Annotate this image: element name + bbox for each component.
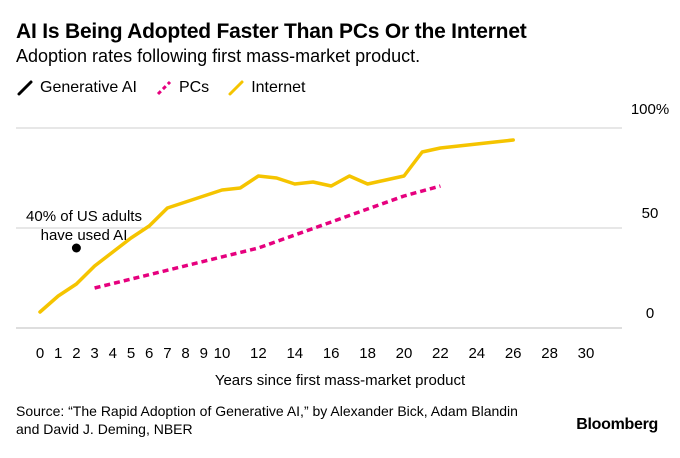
y-tick-label: 50 bbox=[642, 205, 659, 222]
x-tick-label: 18 bbox=[359, 345, 376, 362]
chart-subtitle: Adoption rates following first mass-mark… bbox=[16, 46, 421, 66]
data-point-generative-ai bbox=[71, 243, 81, 253]
legend-item-generative-ai: Generative AI bbox=[16, 79, 137, 97]
x-tick-label: 10 bbox=[214, 345, 231, 362]
legend-label-generative-ai: Generative AI bbox=[40, 79, 137, 96]
legend-label-internet: Internet bbox=[251, 79, 306, 96]
brand-logo: Bloomberg bbox=[576, 416, 658, 433]
chart-legend: Generative AI PCs Internet bbox=[16, 79, 323, 97]
x-tick-label: 8 bbox=[181, 345, 189, 362]
x-tick-label: 16 bbox=[323, 345, 340, 362]
x-tick-label: 22 bbox=[432, 345, 449, 362]
x-tick-label: 6 bbox=[145, 345, 153, 362]
x-tick-label: 24 bbox=[468, 345, 485, 362]
slash-line-icon bbox=[228, 80, 244, 96]
x-tick-label: 30 bbox=[578, 345, 595, 362]
x-tick-label: 2 bbox=[72, 345, 80, 362]
legend-item-internet: Internet bbox=[227, 79, 305, 97]
x-tick-label: 7 bbox=[163, 345, 171, 362]
series-line-internet bbox=[38, 138, 515, 314]
annotation-line-1: 40% of US adults bbox=[26, 208, 142, 225]
x-tick-label: 12 bbox=[250, 345, 267, 362]
legend-label-pcs: PCs bbox=[178, 79, 210, 96]
y-tick-label: 100% bbox=[631, 101, 669, 118]
chart-title: AI Is Being Adopted Faster Than PCs Or t… bbox=[16, 20, 527, 43]
x-tick-label: 26 bbox=[505, 345, 522, 362]
x-tick-label: 5 bbox=[127, 345, 135, 362]
x-tick-label: 1 bbox=[54, 345, 62, 362]
dashed-slash-line-icon bbox=[156, 80, 172, 96]
x-tick-label: 0 bbox=[36, 345, 44, 362]
x-tick-label: 3 bbox=[90, 345, 98, 362]
series-line-pcs bbox=[94, 184, 441, 290]
series-layer bbox=[38, 138, 515, 314]
source-note: Source: “The Rapid Adoption of Generativ… bbox=[16, 403, 518, 437]
y-tick-label: 0 bbox=[646, 305, 654, 322]
x-axis-label: Years since first mass-market product bbox=[215, 372, 466, 389]
slash-line-icon bbox=[17, 80, 33, 96]
x-axis-ticks: 0 1 2 3 4 5 6 7 8 9 10 12 14 16 18 20 22 24 26 28 30 bbox=[36, 345, 595, 362]
legend-item-pcs: PCs bbox=[155, 79, 209, 97]
y-axis-ticks: 0 50 100% bbox=[631, 101, 669, 322]
x-tick-label: 9 bbox=[200, 345, 208, 362]
x-tick-label: 28 bbox=[541, 345, 558, 362]
annotation-line-2: have used AI bbox=[41, 227, 128, 244]
x-tick-label: 14 bbox=[286, 345, 303, 362]
x-tick-label: 20 bbox=[396, 345, 413, 362]
x-tick-label: 4 bbox=[109, 345, 117, 362]
